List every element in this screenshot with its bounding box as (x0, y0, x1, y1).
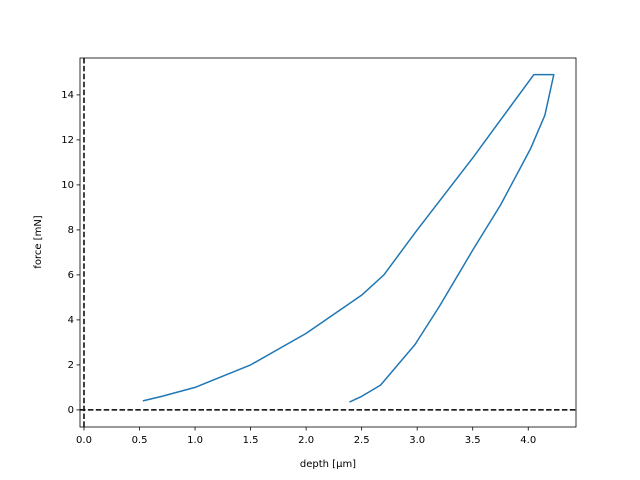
x-tick-label: 2.0 (298, 435, 314, 446)
y-tick-label: 8 (68, 225, 74, 236)
y-tick-label: 6 (68, 270, 74, 281)
x-tick-label: 3.0 (409, 435, 425, 446)
y-tick-label: 4 (68, 315, 74, 326)
y-tick-label: 10 (61, 180, 74, 191)
x-tick-label: 0.5 (132, 435, 148, 446)
y-tick-label: 14 (61, 90, 74, 101)
x-tick-label: 1.5 (243, 435, 259, 446)
y-axis-label: force [mN] (33, 215, 44, 268)
x-tick-label: 2.5 (354, 435, 370, 446)
y-tick-label: 0 (68, 405, 74, 416)
x-tick-label: 3.5 (465, 435, 481, 446)
data-line (142, 73, 555, 403)
y-tick-label: 12 (61, 135, 74, 146)
x-tick-label: 0.0 (76, 435, 92, 446)
x-tick-label: 4.0 (520, 435, 536, 446)
y-tick-label: 2 (68, 360, 74, 371)
x-axis-label: depth [µm] (300, 459, 356, 470)
plot-frame (79, 57, 577, 428)
x-tick-label: 1.0 (187, 435, 203, 446)
